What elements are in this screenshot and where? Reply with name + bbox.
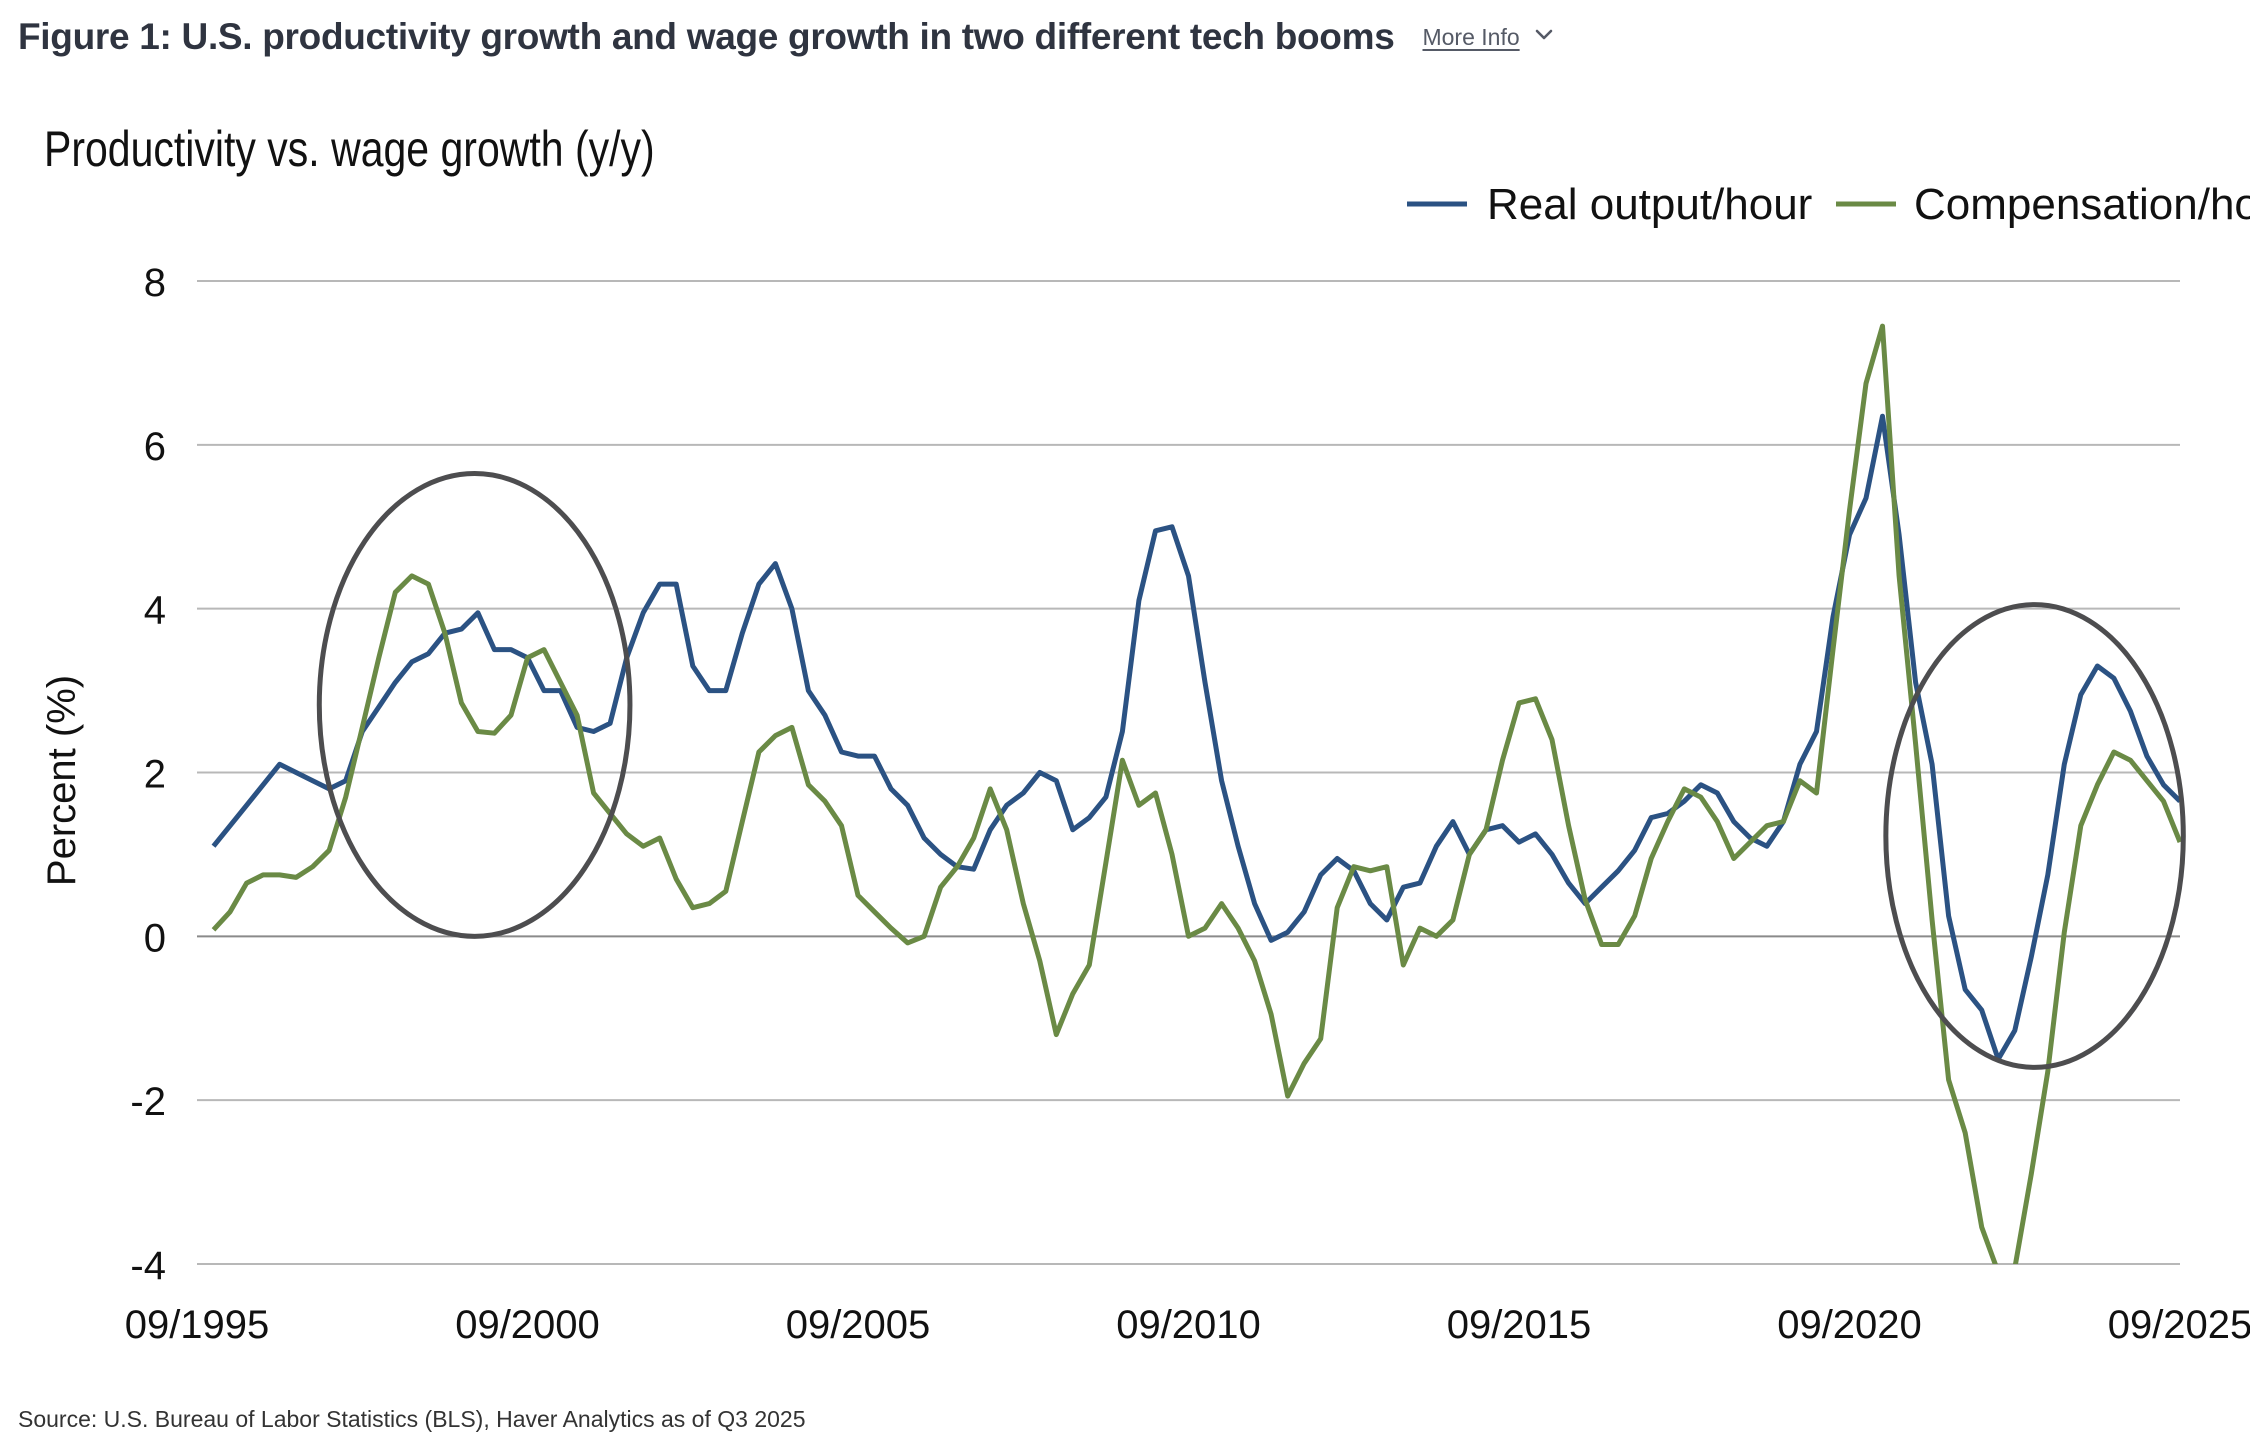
- x-tick-label: 09/2015: [1447, 1303, 1592, 1347]
- highlight-circle: [1883, 602, 2186, 1070]
- y-axis-label: Percent (%): [40, 675, 84, 886]
- y-tick-label: 8: [144, 261, 166, 305]
- x-tick-label: 09/2000: [455, 1303, 600, 1347]
- chevron-down-icon[interactable]: [1534, 28, 1554, 47]
- figure-title: Figure 1: U.S. productivity growth and w…: [18, 16, 1395, 57]
- legend-label: Real output/hour: [1487, 180, 1812, 229]
- source-note: Source: U.S. Bureau of Labor Statistics …: [18, 1406, 806, 1432]
- more-info-label[interactable]: More Info: [1422, 23, 1520, 50]
- y-tick-label: -2: [130, 1080, 166, 1124]
- y-tick-label: -4: [130, 1244, 166, 1288]
- x-tick-label: 09/2005: [786, 1303, 931, 1347]
- figure-header: Figure 1: U.S. productivity growth and w…: [18, 16, 1554, 58]
- y-tick-label: 6: [144, 425, 166, 469]
- legend-label: Compensation/hour: [1914, 180, 2250, 229]
- series-line: [211, 413, 2182, 1062]
- x-tick-label: 09/2020: [1777, 1303, 1922, 1347]
- x-tick-label: 09/2025: [2108, 1303, 2250, 1347]
- chart-title: Productivity vs. wage growth (y/y): [44, 121, 655, 177]
- y-tick-label: 4: [144, 589, 166, 633]
- x-tick-label: 09/1995: [125, 1303, 270, 1347]
- highlight-circle: [316, 471, 633, 939]
- y-tick-label: 2: [144, 753, 166, 797]
- x-tick-label: 09/2010: [1116, 1303, 1261, 1347]
- y-tick-label: 0: [144, 916, 166, 960]
- more-info-toggle[interactable]: More Info: [1422, 24, 1553, 51]
- series-line: [211, 323, 2183, 1264]
